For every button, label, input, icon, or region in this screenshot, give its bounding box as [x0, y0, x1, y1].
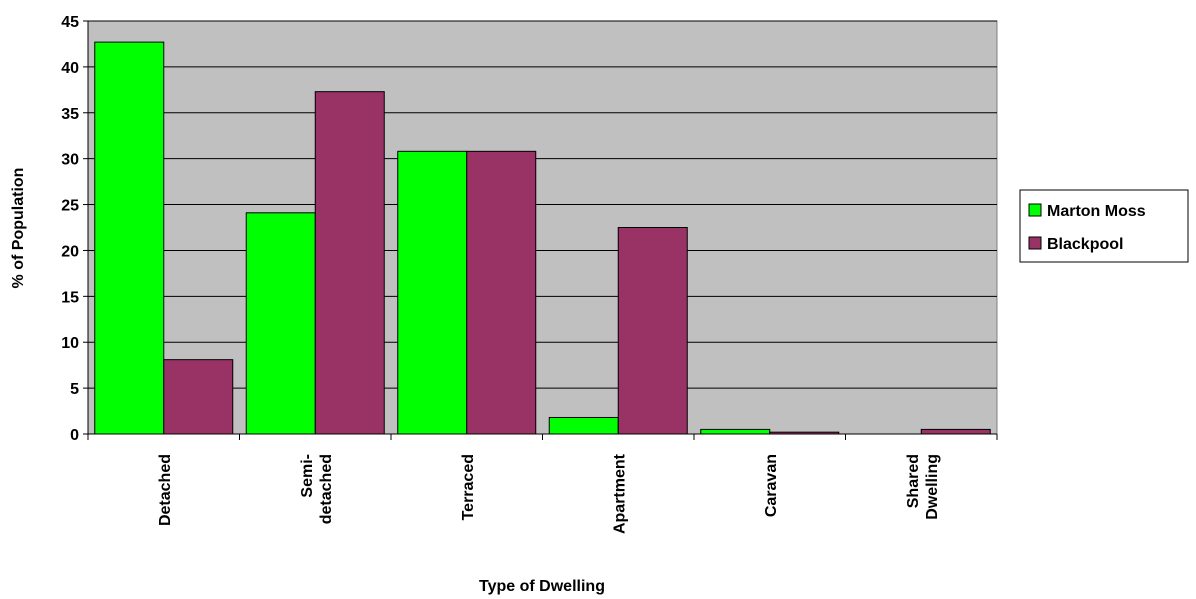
x-axis-title: Type of Dwelling	[479, 578, 605, 595]
x-tick-label: Shared	[905, 454, 922, 508]
bar-marton-moss	[94, 41, 165, 435]
legend-label: Blackpool	[1047, 236, 1123, 253]
x-tick-label: detached	[318, 454, 335, 524]
y-tick-label: 30	[61, 152, 79, 169]
bar-blackpool	[466, 150, 537, 435]
axes	[83, 20, 998, 440]
x-tick-label: Caravan	[763, 454, 780, 517]
bar-blackpool	[617, 227, 688, 435]
bar-marton-moss	[548, 416, 619, 435]
y-tick-label: 5	[70, 381, 79, 398]
bar-blackpool	[920, 428, 991, 435]
bar-marton-moss	[245, 212, 316, 435]
legend-label: Marton Moss	[1047, 203, 1146, 220]
plot-area	[87, 20, 998, 435]
legend: Marton Moss Blackpool	[1019, 189, 1189, 263]
legend-swatch	[1028, 203, 1042, 217]
bar-marton-moss	[700, 428, 771, 435]
x-tick-label: Dwelling	[924, 454, 941, 520]
x-tick-labels: Detached Semi-detached Terraced Apartment Ca…	[157, 453, 941, 534]
y-tick-label: 35	[61, 106, 79, 123]
x-tick-label: Detached	[157, 454, 174, 526]
y-tick-label: 45	[61, 14, 79, 31]
y-tick-label: 15	[61, 289, 79, 306]
y-tick-labels: 0 5 10 15 20 25 30 35 40 45	[61, 14, 79, 444]
bar-marton-moss	[397, 150, 468, 435]
legend-box	[1019, 189, 1189, 263]
x-tick-label: Semi-	[299, 454, 316, 498]
y-axis-title: % of Population	[10, 168, 27, 289]
y-tick-label: 0	[70, 427, 79, 444]
x-tick-label: Terraced	[460, 454, 477, 520]
bars	[94, 41, 991, 435]
bar-blackpool	[314, 91, 385, 435]
y-tick-label: 25	[61, 198, 79, 215]
x-tick-label: Apartment	[611, 453, 628, 534]
bar-blackpool	[163, 359, 234, 435]
y-tick-label: 40	[61, 60, 79, 77]
gridlines	[88, 20, 997, 389]
y-tick-label: 10	[61, 335, 79, 352]
legend-swatch	[1028, 236, 1042, 250]
y-tick-label: 20	[61, 243, 79, 260]
